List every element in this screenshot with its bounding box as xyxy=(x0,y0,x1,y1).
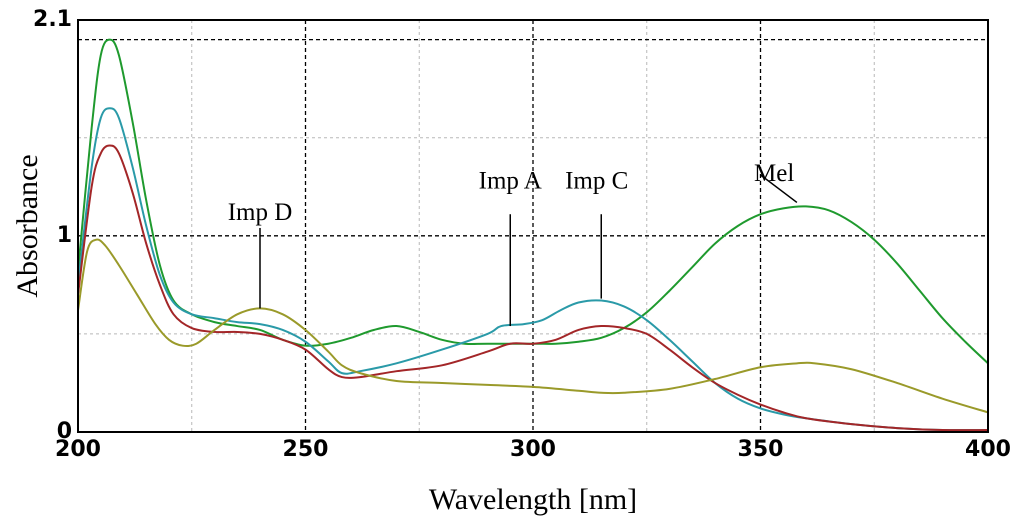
series-line-imp-d xyxy=(77,238,989,414)
annotation-line-mel xyxy=(760,174,798,204)
x-axis-label: Wavelength [nm] xyxy=(429,483,637,516)
y-tick-label: 2.1 xyxy=(33,7,72,32)
annotation-label-mel: Mel xyxy=(754,160,794,187)
x-tick-label: 350 xyxy=(738,437,784,462)
series-line-imp-c xyxy=(77,144,989,432)
x-tick-label: 200 xyxy=(55,437,101,462)
plot-frame xyxy=(77,19,989,433)
y-tick-label: 0 xyxy=(57,419,72,444)
y-tick-label: 1 xyxy=(57,223,72,248)
grid xyxy=(78,20,988,432)
annotation-label-imp-c: Imp C xyxy=(565,168,628,195)
tick-labels: 200 250 300 350 400 0 1 2.1 xyxy=(33,7,1011,462)
series-lines xyxy=(77,38,989,432)
annotation-label-imp-d: Imp D xyxy=(228,199,293,226)
x-tick-label: 250 xyxy=(283,437,329,462)
series-line-mel xyxy=(77,38,989,365)
x-tick-label: 400 xyxy=(965,437,1011,462)
y-axis-label: Absorbance xyxy=(11,154,44,297)
x-tick-label: 300 xyxy=(510,437,556,462)
series-line-imp-a xyxy=(77,107,989,432)
annotation-label-imp-a: Imp A xyxy=(479,168,542,195)
annotations: Imp D Imp A Imp C Mel xyxy=(228,160,798,327)
